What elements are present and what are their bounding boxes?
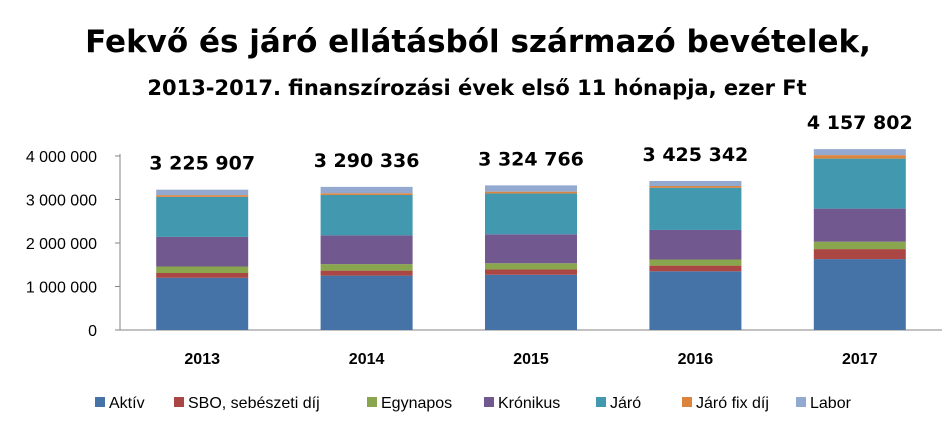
y-tick-label: 4 000 000	[26, 149, 97, 166]
y-axis: 0 1 000 000 2 000 000 3 000 000 4 000 000	[26, 149, 942, 340]
bar-segment-sbo-seb-szeti-d-j	[320, 270, 413, 276]
bar-area	[156, 149, 906, 330]
legend-label: Krónikus	[498, 395, 560, 412]
legend-item: Járó fix díj	[682, 395, 769, 412]
bar-segment-kr-nikus	[649, 229, 742, 260]
legend-swatch	[367, 397, 377, 407]
legend-label: Járó	[610, 395, 641, 412]
bar-segment-j-r-	[320, 194, 413, 236]
total-data-label: 3 324 766	[478, 148, 584, 170]
bar-segment-j-r-fix-d-j	[649, 186, 742, 188]
bar-segment-egynapos	[156, 266, 249, 274]
bar-segment-akt-v	[813, 259, 906, 330]
bar-segment-labor	[649, 180, 742, 187]
legend-label: Aktív	[109, 395, 145, 412]
total-data-label: 4 157 802	[807, 112, 913, 134]
bar-segment-egynapos	[320, 264, 413, 271]
bar-segment-akt-v	[649, 271, 742, 330]
bar-segment-j-r-	[649, 187, 742, 230]
legend-swatch	[596, 397, 606, 407]
bar-segment-kr-nikus	[813, 208, 906, 242]
legend-label: SBO, sebészeti díj	[188, 395, 320, 412]
legend-swatch	[682, 397, 692, 407]
bar-segment-kr-nikus	[320, 235, 413, 265]
legend-item: Aktív	[95, 395, 145, 412]
bar-segment-j-r-fix-d-j	[320, 193, 413, 195]
legend-label: Járó fix díj	[696, 395, 769, 412]
legend-item: SBO, sebészeti díj	[174, 395, 320, 412]
bar-segment-akt-v	[156, 277, 249, 330]
x-tick-label: 2013	[184, 351, 220, 368]
bar-segment-labor	[320, 186, 413, 194]
bar-segment-labor	[485, 185, 577, 192]
bar-segment-egynapos	[649, 259, 742, 266]
bar-segment-sbo-seb-szeti-d-j	[649, 265, 742, 272]
chart-subtitle: 2013-2017. finanszírozási évek első 11 h…	[147, 76, 806, 100]
x-tick-label: 2014	[349, 351, 385, 368]
legend-swatch	[174, 397, 184, 407]
bar-segment-sbo-seb-szeti-d-j	[485, 269, 577, 275]
bar-segment-akt-v	[320, 275, 413, 330]
legend-item: Labor	[796, 395, 852, 412]
y-tick-label: 0	[88, 323, 97, 340]
total-data-label: 3 425 342	[643, 144, 749, 166]
bar-segment-labor	[156, 189, 249, 196]
bar-segment-j-r-	[156, 196, 249, 237]
bar-segment-sbo-seb-szeti-d-j	[156, 273, 249, 278]
y-tick-label: 3 000 000	[26, 193, 97, 210]
total-data-label: 3 225 907	[149, 153, 255, 175]
legend-swatch	[95, 397, 105, 407]
bar-segment-kr-nikus	[485, 234, 577, 264]
legend-swatch	[484, 397, 494, 407]
bar-segment-akt-v	[485, 274, 577, 330]
bar-segment-labor	[813, 149, 906, 156]
bar-segment-egynapos	[813, 241, 906, 250]
bar-segment-j-r-fix-d-j	[156, 195, 249, 197]
total-data-label: 3 290 336	[314, 150, 420, 172]
x-tick-label: 2017	[842, 351, 878, 368]
legend-label: Egynapos	[381, 395, 452, 412]
legend-swatch	[796, 397, 806, 407]
x-tick-label: 2016	[678, 351, 714, 368]
y-tick-label: 1 000 000	[26, 280, 97, 297]
legend-item: Járó	[596, 395, 641, 412]
legend-item: Egynapos	[367, 395, 452, 412]
bar-segment-sbo-seb-szeti-d-j	[813, 249, 906, 260]
bar-segment-j-r-fix-d-j	[813, 155, 906, 159]
bar-segment-j-r-	[485, 193, 577, 235]
legend: Aktív SBO, sebészeti díj Egynapos Krónikus J…	[95, 395, 852, 412]
bar-segment-j-r-fix-d-j	[485, 191, 577, 194]
bar-segment-egynapos	[485, 263, 577, 270]
bar-segment-kr-nikus	[156, 236, 249, 267]
x-tick-label: 2015	[513, 351, 549, 368]
legend-label: Labor	[810, 395, 852, 412]
labels: 2013 3 225 907 2014 3 290 336 2015 3 324 766 2…	[149, 112, 912, 368]
legend-item: Krónikus	[484, 395, 560, 412]
chart-title: Fekvő és járó ellátásból származó bevéte…	[85, 24, 871, 60]
bar-segment-j-r-	[813, 158, 906, 209]
y-tick-label: 2 000 000	[26, 236, 97, 253]
